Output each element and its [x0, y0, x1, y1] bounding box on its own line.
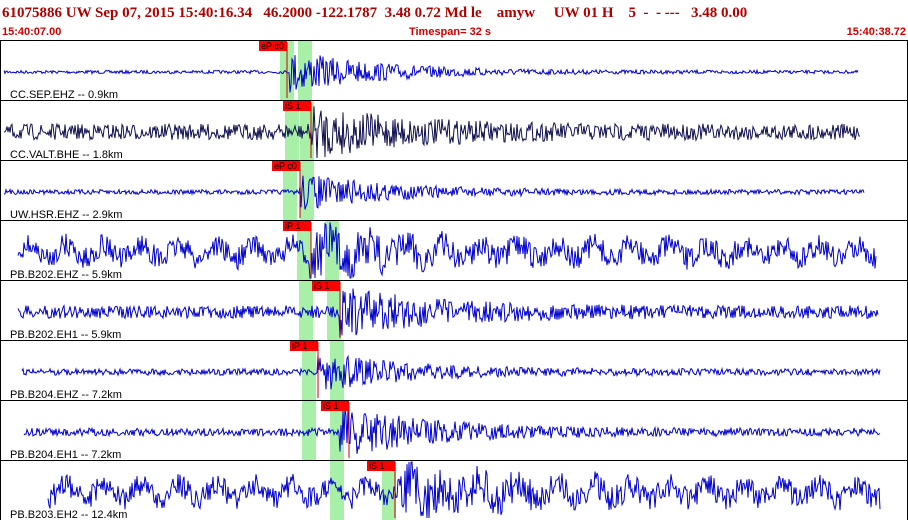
timespan: Timespan= 32 s	[409, 26, 491, 38]
pick-flag	[283, 221, 311, 231]
trace-label: PB.B204.EH1 -- 7.2km	[10, 449, 121, 461]
waveform	[47, 461, 881, 519]
waveform	[17, 222, 877, 279]
trace-label: PB.B203.EH2 -- 12.4km	[10, 509, 127, 520]
pick-label: iS 1	[285, 101, 301, 111]
trace-label: PB.B204.EHZ -- 7.2km	[10, 389, 122, 401]
pick-flag	[321, 401, 349, 411]
pick-flag	[367, 461, 395, 471]
trace-label: PB.B202.EHZ -- 5.9km	[10, 269, 122, 281]
phase-window	[297, 221, 311, 280]
event-header: 61075886 UW Sep 07, 2015 15:40:16.34 46.…	[2, 5, 747, 21]
pick-label: iS 1	[314, 281, 330, 291]
phase-window	[299, 281, 313, 340]
waveform	[23, 405, 881, 454]
trace-label: CC.SEP.EHZ -- 0.9km	[10, 89, 118, 101]
pick-label: eP c0	[261, 41, 284, 51]
trace-label: CC.VALT.BHE -- 1.8km	[10, 149, 123, 161]
pick-label: iP 1	[285, 221, 300, 231]
trace-label: PB.B202.EH1 -- 5.9km	[10, 329, 121, 341]
pick-label: eP c0	[274, 161, 297, 171]
phase-window	[330, 461, 344, 520]
pick-flag	[259, 41, 287, 51]
pick-label: iS 1	[369, 461, 385, 471]
pick-flag	[272, 161, 300, 171]
phase-window	[283, 161, 297, 220]
pick-flag	[312, 281, 340, 291]
waveform	[3, 106, 861, 159]
pick-flag	[283, 101, 311, 111]
waveform	[3, 175, 865, 210]
pick-flag	[290, 341, 318, 351]
trace-label: UW.HSR.EHZ -- 2.9km	[10, 209, 122, 221]
waveform	[3, 55, 859, 93]
phase-window	[285, 101, 299, 160]
waveform	[21, 354, 881, 390]
waveform	[17, 288, 879, 339]
start-time: 15:40:07.00	[2, 26, 61, 38]
pick-label: iS 1	[323, 401, 339, 411]
pick-label: iP 1	[292, 341, 307, 351]
end-time: 15:40:38.72	[847, 26, 906, 38]
